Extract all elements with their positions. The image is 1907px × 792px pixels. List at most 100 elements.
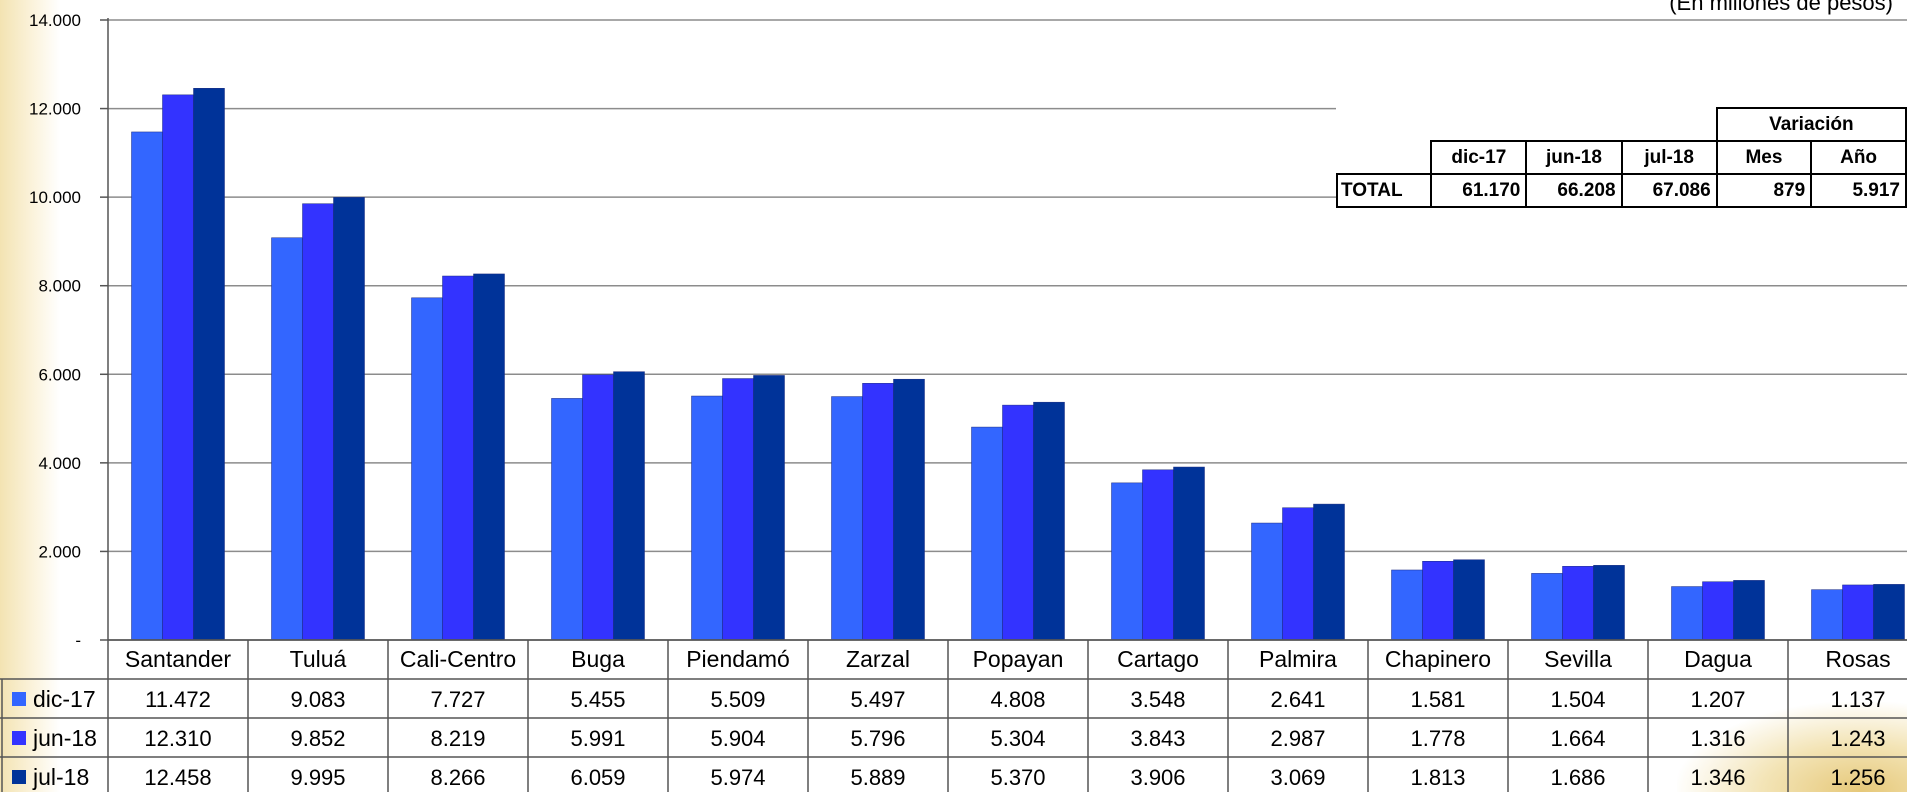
y-tick-label: 6.000 bbox=[38, 365, 81, 384]
header-jul18: jul-18 bbox=[1620, 140, 1718, 175]
blank-cell bbox=[1622, 108, 1717, 141]
category-label: Rosas bbox=[1825, 646, 1890, 672]
bar-dic-17 bbox=[1531, 573, 1563, 641]
y-tick-label: 14.000 bbox=[29, 11, 81, 30]
category-label: Dagua bbox=[1684, 646, 1752, 672]
data-cell: 5.974 bbox=[710, 765, 765, 790]
data-cell: 1.686 bbox=[1550, 765, 1605, 790]
data-cell: 1.813 bbox=[1410, 765, 1465, 790]
data-cell: 2.641 bbox=[1270, 687, 1325, 712]
data-cell: 5.889 bbox=[850, 765, 905, 790]
y-tick-label: 12.000 bbox=[29, 100, 81, 119]
data-cell: 1.346 bbox=[1690, 765, 1745, 790]
data-cell: 7.727 bbox=[430, 687, 485, 712]
bar-dic-17 bbox=[971, 426, 1003, 641]
background-decoration-left bbox=[0, 0, 60, 792]
data-cell: 1.581 bbox=[1410, 687, 1465, 712]
data-cell: 11.472 bbox=[145, 687, 211, 712]
data-cell: 9.083 bbox=[290, 687, 345, 712]
data-cell: 5.370 bbox=[990, 765, 1045, 790]
total-jul18: 67.086 bbox=[1620, 173, 1718, 208]
data-cell: 12.310 bbox=[144, 726, 211, 751]
bar-jun-18 bbox=[582, 374, 614, 641]
data-cell: 1.504 bbox=[1550, 687, 1605, 712]
data-cell: 1.137 bbox=[1830, 687, 1885, 712]
category-label: Cartago bbox=[1117, 646, 1199, 672]
total-dic17: 61.170 bbox=[1430, 173, 1528, 208]
category-label: Cali-Centro bbox=[400, 646, 516, 672]
bar-jul-18 bbox=[1033, 401, 1065, 641]
category-label: Piendamó bbox=[686, 646, 790, 672]
totals-header-row: dic-17 jun-18 jul-18 Mes Año bbox=[1337, 140, 1907, 175]
bar-jun-18 bbox=[862, 383, 894, 641]
bar-dic-17 bbox=[131, 131, 163, 641]
bar-jun-18 bbox=[162, 94, 194, 641]
data-cell: 5.796 bbox=[850, 726, 905, 751]
variation-header: Variación bbox=[1715, 107, 1907, 142]
data-cell: 3.069 bbox=[1270, 765, 1325, 790]
bar-jul-18 bbox=[753, 375, 785, 641]
category-label: Chapinero bbox=[1385, 646, 1491, 672]
bar-jun-18 bbox=[1422, 561, 1454, 641]
bar-jul-18 bbox=[1173, 466, 1205, 641]
bar-jul-18 bbox=[893, 378, 925, 641]
bar-jun-18 bbox=[722, 378, 754, 641]
bar-dic-17 bbox=[831, 396, 863, 641]
legend-label: dic-17 bbox=[33, 686, 96, 712]
bar-jun-18 bbox=[1562, 566, 1594, 641]
category-label: Sevilla bbox=[1544, 646, 1612, 672]
data-cell: 4.808 bbox=[990, 687, 1045, 712]
bar-jun-18 bbox=[302, 203, 334, 641]
bar-jun-18 bbox=[1142, 469, 1174, 641]
data-cell: 1.778 bbox=[1410, 726, 1465, 751]
data-cell: 5.904 bbox=[710, 726, 765, 751]
bar-jul-18 bbox=[1453, 559, 1485, 641]
data-cell: 6.059 bbox=[570, 765, 625, 790]
bar-dic-17 bbox=[1391, 569, 1423, 641]
data-cell: 9.852 bbox=[290, 726, 345, 751]
data-cell: 2.987 bbox=[1270, 726, 1325, 751]
blank-cell bbox=[1431, 108, 1526, 141]
total-mes: 879 bbox=[1715, 173, 1813, 208]
background-decoration-corner bbox=[1677, 702, 1907, 792]
bar-dic-17 bbox=[551, 398, 583, 641]
category-label: Zarzal bbox=[846, 646, 910, 672]
data-cell: 1.664 bbox=[1550, 726, 1605, 751]
bar-jul-18 bbox=[193, 88, 225, 641]
data-cell: 3.906 bbox=[1130, 765, 1185, 790]
header-dic17: dic-17 bbox=[1430, 140, 1528, 175]
data-cell: 12.458 bbox=[144, 765, 211, 790]
header-ano: Año bbox=[1810, 140, 1907, 175]
data-cell: 8.266 bbox=[430, 765, 485, 790]
bar-jul-18 bbox=[1733, 580, 1765, 641]
total-jun18: 66.208 bbox=[1525, 173, 1623, 208]
bar-jul-18 bbox=[333, 197, 365, 641]
data-cell: 1.256 bbox=[1830, 765, 1885, 790]
legend-key-jun-18 bbox=[12, 731, 26, 745]
bar-dic-17 bbox=[1111, 482, 1143, 641]
data-cell: 5.304 bbox=[990, 726, 1045, 751]
header-jun18: jun-18 bbox=[1525, 140, 1623, 175]
legend-label: jul-18 bbox=[32, 764, 89, 790]
bar-dic-17 bbox=[1811, 589, 1843, 641]
bar-jun-18 bbox=[1702, 581, 1734, 641]
bar-jun-18 bbox=[442, 275, 474, 641]
bar-dic-17 bbox=[1671, 586, 1703, 641]
y-tick-label: 8.000 bbox=[38, 277, 81, 296]
data-cell: 9.995 bbox=[290, 765, 345, 790]
y-tick-label: 2.000 bbox=[38, 542, 81, 561]
data-cell: 3.843 bbox=[1130, 726, 1185, 751]
data-cell: 5.509 bbox=[710, 687, 765, 712]
totals-variation-row: Variación bbox=[1337, 107, 1907, 142]
data-cell: 5.455 bbox=[570, 687, 625, 712]
data-cell: 1.316 bbox=[1690, 726, 1745, 751]
legend-key-jul-18 bbox=[12, 770, 26, 784]
bar-jul-18 bbox=[1873, 584, 1905, 641]
bar-jul-18 bbox=[1313, 503, 1345, 641]
unit-note: (En millones de pesos) bbox=[1669, 0, 1893, 15]
header-mes: Mes bbox=[1715, 140, 1813, 175]
blank-cell bbox=[1337, 141, 1431, 174]
category-label: Buga bbox=[571, 646, 625, 672]
bar-jun-18 bbox=[1282, 507, 1314, 641]
category-label: Popayan bbox=[973, 646, 1064, 672]
